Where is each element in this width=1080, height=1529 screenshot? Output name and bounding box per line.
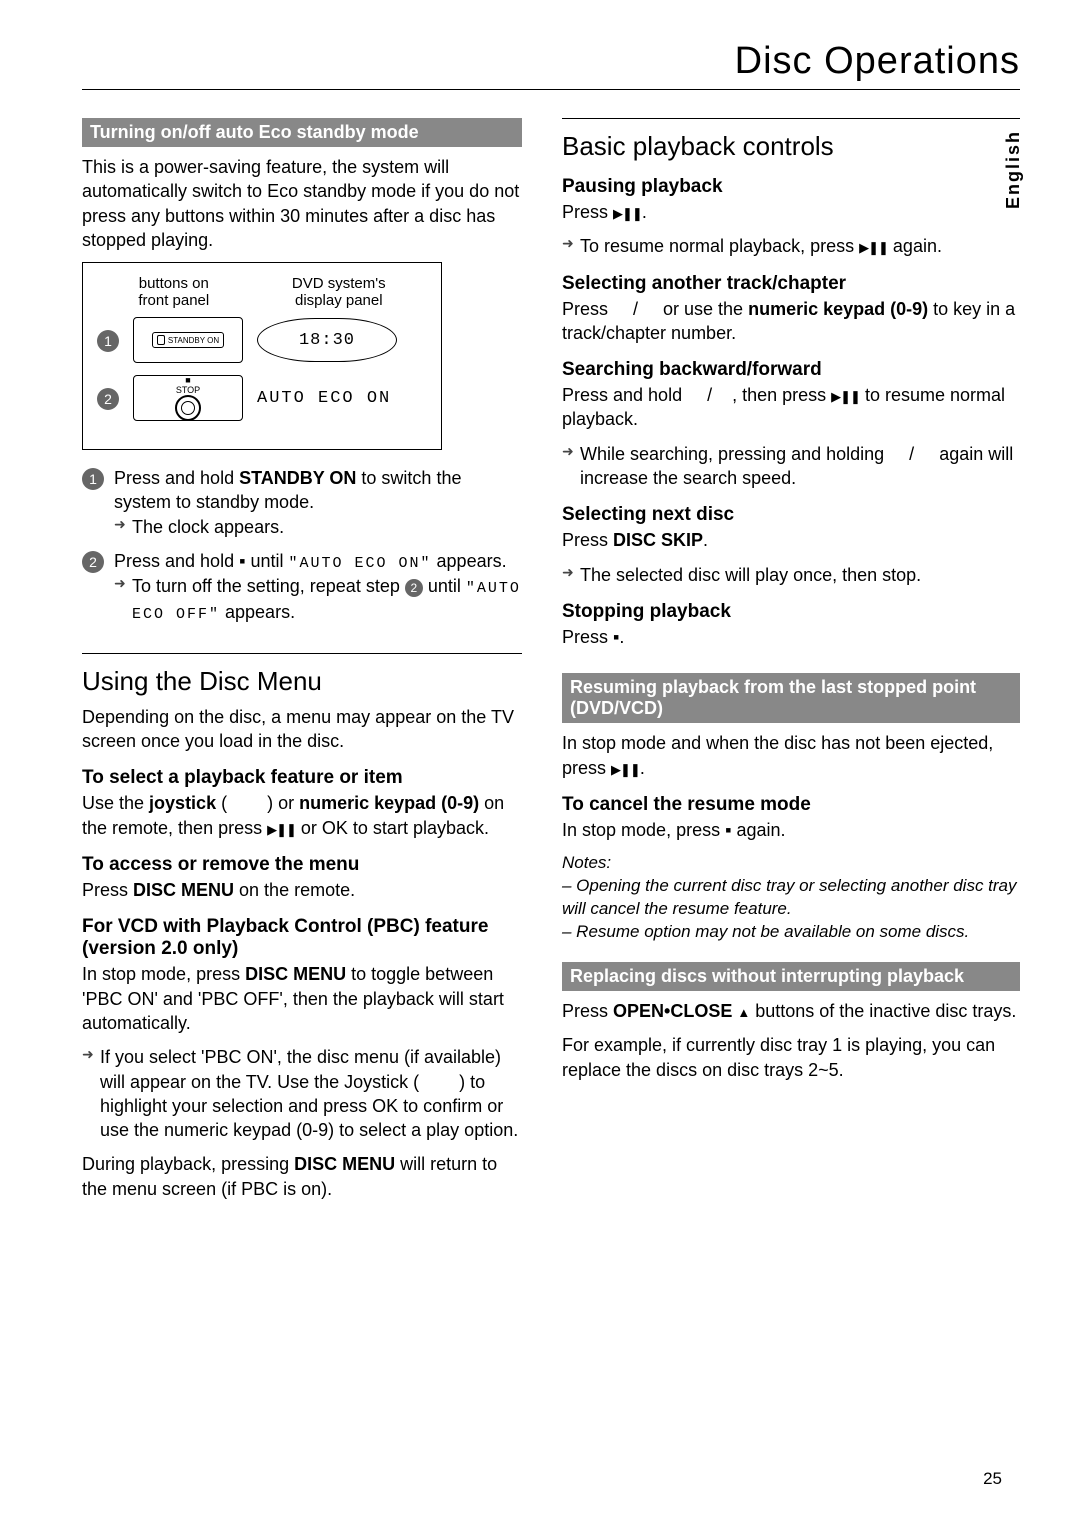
- resume-p: In stop mode and when the disc has not b…: [562, 731, 1020, 780]
- pause-p: Press .: [562, 200, 1020, 224]
- pause-arrow: To resume normal playback, press again.: [562, 234, 1020, 258]
- right-column: Basic playback controls Pausing playback…: [562, 118, 1020, 1211]
- diagram-label-right1: DVD system's: [292, 275, 386, 292]
- title-rule: [82, 89, 1020, 90]
- play-pause-icon: [267, 818, 296, 838]
- diagram-step-1: 1: [97, 330, 119, 352]
- step2b: until: [245, 551, 288, 571]
- step2a: Press and hold: [114, 551, 239, 571]
- search-arrow: While searching, pressing and holding / …: [562, 442, 1020, 491]
- step2c: appears.: [432, 551, 507, 571]
- play-pause-icon: [831, 385, 860, 405]
- step-2-num: 2: [82, 551, 104, 573]
- eco-step-1: 1 Press and hold STANDBY ON to switch th…: [82, 466, 522, 539]
- stop-button-graphic: ■ STOP: [133, 375, 243, 421]
- play-pause-icon: [859, 236, 888, 256]
- step2-code: "AUTO ECO ON": [289, 555, 432, 572]
- standby-label: STANDBY ON: [168, 336, 219, 345]
- menu-select-h: To select a playback feature or item: [82, 767, 522, 789]
- note2: – Resume option may not be available on …: [562, 921, 1020, 944]
- clock-display: 18:30: [257, 318, 397, 362]
- replace-p2: For example, if currently disc tray 1 is…: [562, 1033, 1020, 1082]
- menu-access-h: To access or remove the menu: [82, 854, 522, 876]
- diagram-label-left2: front panel: [138, 292, 209, 309]
- menu-pbc-arrow: If you select 'PBC ON', the disc menu (i…: [82, 1045, 522, 1142]
- lcd-text: AUTO ECO ON: [257, 389, 391, 408]
- search-p: Press and hold / , then press to resume …: [562, 383, 1020, 432]
- basic-title: Basic playback controls: [562, 131, 1020, 162]
- menu-rule: [82, 653, 522, 654]
- page-number: 25: [983, 1469, 1002, 1489]
- replace-p1: Press OPEN•CLOSE buttons of the inactive…: [562, 999, 1020, 1023]
- nextdisc-h: Selecting next disc: [562, 504, 1020, 526]
- page-title: Disc Operations: [82, 40, 1020, 83]
- step2arrow-c: appears.: [220, 602, 295, 622]
- menu-access-p: Press DISC MENU on the remote.: [82, 878, 522, 902]
- resume-cancel-p: In stop mode, press again.: [562, 818, 1020, 842]
- stop-h: Stopping playback: [562, 601, 1020, 623]
- basic-rule: [562, 118, 1020, 119]
- step1a: Press and hold: [114, 468, 239, 488]
- eject-icon: [737, 1001, 750, 1021]
- eco-intro: This is a power-saving feature, the syst…: [82, 155, 522, 252]
- pause-h: Pausing playback: [562, 176, 1020, 198]
- menu-title: Using the Disc Menu: [82, 666, 522, 697]
- note1: – Opening the current disc tray or selec…: [562, 875, 1020, 921]
- left-column: Turning on/off auto Eco standby mode Thi…: [82, 118, 522, 1211]
- menu-pbc-last: During playback, pressing DISC MENU will…: [82, 1152, 522, 1201]
- menu-pbc-h: For VCD with Playback Control (PBC) feat…: [82, 916, 522, 960]
- diagram-label-right2: display panel: [292, 292, 386, 309]
- step2-arrow: To turn off the setting, repeat step 2 u…: [114, 574, 522, 625]
- replace-heading: Replacing discs without interrupting pla…: [562, 962, 1020, 991]
- menu-pbc-p: In stop mode, press DISC MENU to toggle …: [82, 962, 522, 1035]
- stop-label: STOP: [176, 385, 200, 395]
- eco-heading: Turning on/off auto Eco standby mode: [82, 118, 522, 147]
- resume-cancel-h: To cancel the resume mode: [562, 794, 1020, 816]
- resume-heading: Resuming playback from the last stopped …: [562, 673, 1020, 723]
- play-pause-icon: [613, 202, 642, 222]
- track-p: Press / or use the numeric keypad (0-9) …: [562, 297, 1020, 346]
- eco-step-2: 2 Press and hold until "AUTO ECO ON" app…: [82, 549, 522, 625]
- resume-notes: Notes: – Opening the current disc tray o…: [562, 852, 1020, 944]
- step2arrow-a: To turn off the setting, repeat step: [132, 576, 405, 596]
- step-1-num: 1: [82, 468, 104, 490]
- play-pause-icon: [611, 758, 640, 778]
- step2arrow-b: until: [423, 576, 466, 596]
- notes-h: Notes:: [562, 852, 1020, 875]
- diagram-label-left1: buttons on: [138, 275, 209, 292]
- menu-select-p: Use the joystick ( ) or numeric keypad (…: [82, 791, 522, 840]
- diagram-step-2: 2: [97, 388, 119, 410]
- menu-intro: Depending on the disc, a menu may appear…: [82, 705, 522, 754]
- language-tab: English: [1003, 130, 1024, 209]
- nextdisc-arrow: The selected disc will play once, then s…: [562, 563, 1020, 587]
- track-h: Selecting another track/chapter: [562, 273, 1020, 295]
- stop-p: Press .: [562, 625, 1020, 649]
- step1-arrow: The clock appears.: [114, 515, 522, 539]
- step1b: STANDBY ON: [239, 468, 356, 488]
- eco-diagram: buttons on front panel DVD system's disp…: [82, 262, 442, 450]
- nextdisc-p: Press DISC SKIP.: [562, 528, 1020, 552]
- search-h: Searching backward/forward: [562, 359, 1020, 381]
- standby-button-graphic: STANDBY ON: [133, 317, 243, 363]
